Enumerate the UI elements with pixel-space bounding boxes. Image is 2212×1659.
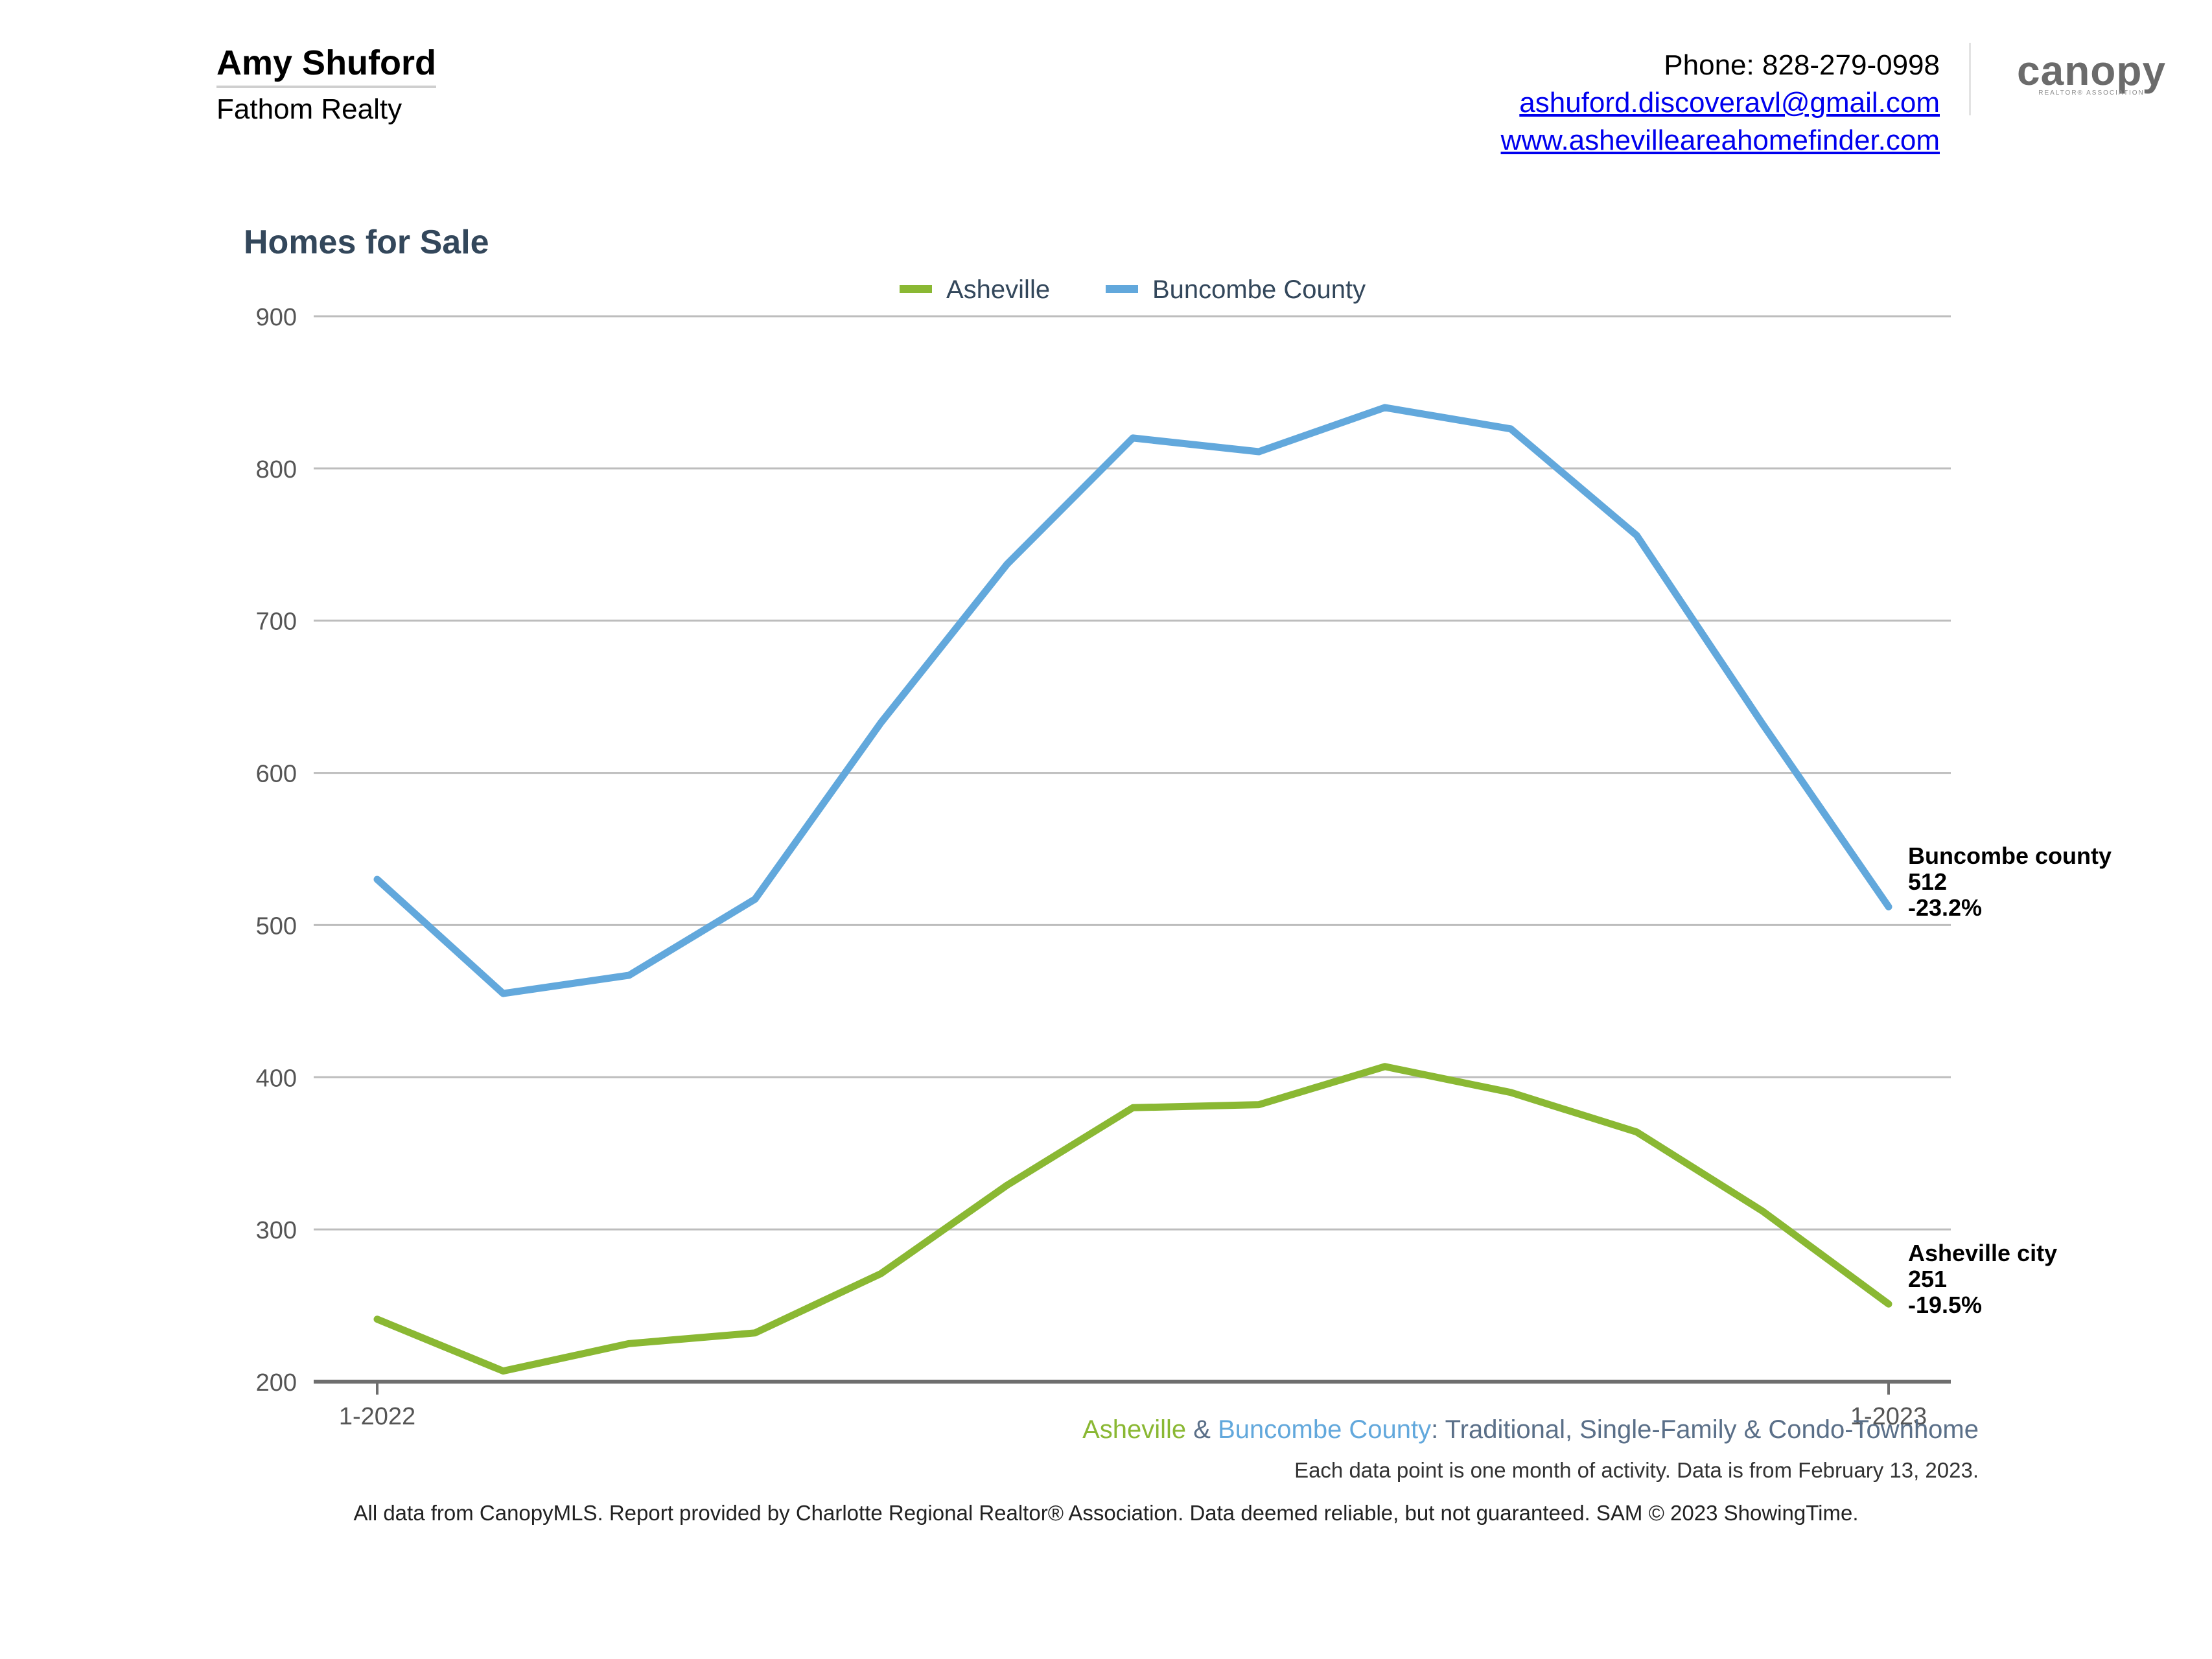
x-axis: 1-2022 1-2023 <box>314 1380 1951 1430</box>
annotation-asheville-line-0: Asheville city <box>1908 1240 2057 1266</box>
chart-caption: Asheville & Buncombe County: Traditional… <box>1082 1415 1979 1444</box>
y-tick-200: 200 <box>256 1369 297 1397</box>
agent-company: Fathom Realty <box>216 93 402 125</box>
y-tick-400: 400 <box>256 1065 297 1092</box>
series-lines <box>373 404 1892 1375</box>
caption-asheville: Asheville <box>1082 1415 1187 1444</box>
phone-number: Phone: 828-279-0998 <box>1664 49 1940 81</box>
legend-label-asheville: Asheville <box>946 275 1050 304</box>
logo-wordmark: canopy <box>2017 47 2167 94</box>
y-tick-labels: 200 300 400 500 600 700 800 900 <box>256 304 297 1397</box>
x-tick-1-2022: 1-2022 <box>339 1403 415 1430</box>
y-tick-600: 600 <box>256 761 297 788</box>
data-note: Each data point is one month of activity… <box>1294 1458 1979 1482</box>
legend-label-buncombe-county: Buncombe County <box>1152 275 1366 304</box>
logo-subtext: REALTOR® ASSOCIATION <box>2038 89 2145 97</box>
email-link[interactable]: ashuford.discoveravl@gmail.com <box>1519 87 1940 119</box>
caption-rest: : Traditional, Single-Family & Condo-Tow… <box>1431 1415 1979 1444</box>
annotation-asheville-line-2: -19.5% <box>1908 1292 1982 1318</box>
header-divider <box>1969 43 1971 115</box>
y-tick-700: 700 <box>256 609 297 636</box>
caption-buncombe: Buncombe County <box>1218 1415 1432 1444</box>
y-tick-300: 300 <box>256 1217 297 1244</box>
contact-block: Phone: 828-279-0998 ashuford.discoveravl… <box>1501 47 1940 159</box>
annotation-asheville-line-1: 251 <box>1908 1266 1947 1292</box>
annotation-buncombe-county-line-0: Buncombe county <box>1908 842 2112 869</box>
annotation-buncombe-county-line-2: -23.2% <box>1908 894 1982 921</box>
agent-name: Amy Shuford <box>216 43 437 88</box>
grid-lines <box>314 315 1951 1231</box>
legend: Asheville Buncombe County <box>900 275 1366 304</box>
annotation-buncombe-county-line-1: 512 <box>1908 868 1947 895</box>
chart-title: Homes for Sale <box>244 224 489 261</box>
y-tick-800: 800 <box>256 456 297 483</box>
disclaimer: All data from CanopyMLS. Report provided… <box>353 1501 1859 1525</box>
y-tick-900: 900 <box>256 304 297 331</box>
x-tick-1-2023: 1-2023 <box>1850 1403 1927 1430</box>
caption-amp: & <box>1186 1415 1218 1444</box>
website-link[interactable]: www.ashevilleareahomefinder.com <box>1500 124 1940 156</box>
canopy-logo: canopy REALTOR® ASSOCIATION <box>2017 49 2166 97</box>
series-line-buncombe-county <box>373 404 1892 997</box>
y-tick-500: 500 <box>256 912 297 940</box>
series-line-asheville <box>373 1063 1892 1375</box>
